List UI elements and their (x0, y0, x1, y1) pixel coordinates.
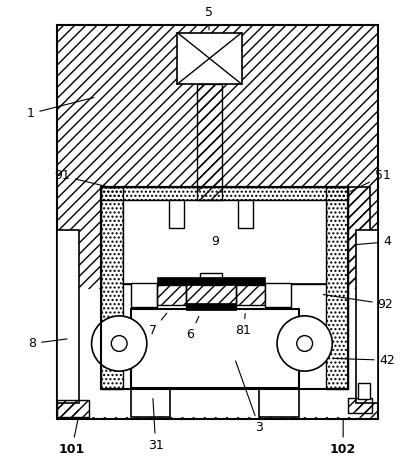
Bar (237, 200, 253, 228)
Text: 31: 31 (147, 398, 163, 452)
Bar (57, 25, 377, 419)
Text: 91: 91 (54, 169, 112, 188)
Bar (325, 186, 347, 389)
Bar (355, 230, 377, 403)
Bar (131, 283, 156, 307)
Text: 1: 1 (26, 97, 94, 120)
Bar (186, 281, 235, 309)
Bar (57, 230, 78, 403)
Text: 8: 8 (28, 337, 67, 350)
Text: 51: 51 (350, 169, 389, 192)
Circle shape (91, 316, 147, 371)
Bar (156, 285, 186, 305)
Bar (101, 186, 347, 389)
Circle shape (111, 336, 127, 351)
Bar (131, 388, 170, 418)
Circle shape (276, 316, 332, 371)
Bar (101, 186, 347, 200)
Text: 81: 81 (235, 314, 251, 337)
Bar (186, 303, 235, 310)
Text: 101: 101 (59, 418, 85, 456)
Bar (101, 186, 123, 389)
Bar (156, 277, 265, 285)
Bar (197, 84, 221, 200)
Text: 5: 5 (204, 7, 212, 30)
Bar (199, 274, 221, 285)
Bar (78, 289, 355, 418)
Bar (57, 400, 88, 418)
Text: 3: 3 (235, 361, 263, 434)
Bar (235, 285, 265, 305)
Circle shape (296, 336, 312, 351)
Text: 42: 42 (332, 354, 394, 367)
Text: 4: 4 (355, 235, 391, 248)
Text: 102: 102 (329, 418, 356, 456)
Bar (347, 398, 371, 412)
Text: 9: 9 (211, 235, 218, 248)
Bar (57, 25, 377, 419)
Text: 7: 7 (148, 313, 166, 337)
Bar (168, 200, 184, 228)
Bar (101, 186, 347, 389)
Bar (259, 388, 298, 418)
Bar (177, 33, 241, 84)
Bar (265, 283, 290, 307)
Bar (131, 309, 298, 388)
Text: 92: 92 (323, 295, 392, 310)
Bar (357, 383, 369, 399)
Text: 6: 6 (186, 316, 198, 341)
Bar (347, 186, 369, 389)
Bar (123, 200, 325, 284)
